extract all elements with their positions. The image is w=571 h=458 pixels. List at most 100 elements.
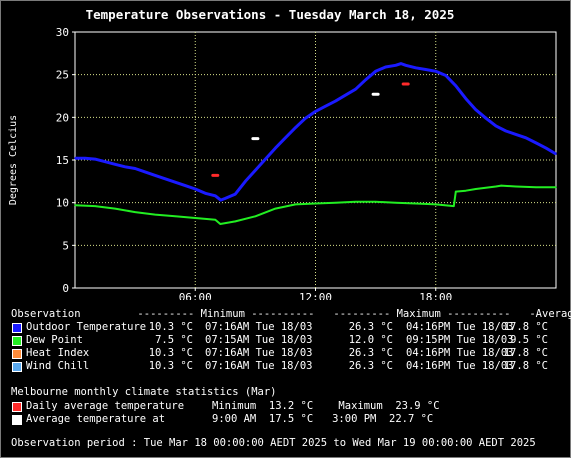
data-point [485,117,487,119]
data-point [475,108,477,111]
data-point [314,202,317,205]
data-point [334,100,337,102]
data-point [284,137,287,139]
data-point [374,70,377,73]
temperature-chart: Temperature Observations - Tuesday March… [8,7,557,300]
data-point [384,66,387,68]
data-point [465,97,467,100]
data-point [304,117,307,119]
average-markers [211,82,410,177]
y-axis-label: Degrees Celcius [8,115,19,205]
legend-swatch [12,362,22,372]
data-point [74,157,76,160]
data-point [394,64,397,67]
data-point [344,94,347,96]
data-point [500,184,503,187]
data-point [414,202,417,205]
y-tick-label: 0 [62,282,69,295]
y-tick-label: 15 [56,154,69,167]
data-point [174,181,177,183]
data-point [254,215,257,218]
average-marker [251,137,260,141]
minimum-value: 10.3 °C [148,321,193,333]
data-point [154,174,156,177]
data-point [219,199,222,201]
data-point [234,220,237,223]
minimum-time: 07:16AM Tue 18/03 [205,347,313,359]
data-point [535,186,537,189]
y-tick-label: 25 [56,69,69,82]
observation-name: Heat Index [26,347,90,359]
data-point [404,64,407,67]
minimum-value: 10.3 °C [148,347,193,359]
data-point [334,201,337,204]
climate-stat-values: Minimum 13.2 °C Maximum 23.9 °C [212,400,440,412]
maximum-time: 04:16PM Tue 18/03 [406,321,514,333]
y-tick-label: 30 [56,26,69,39]
legend-swatch [12,349,22,359]
data-point [254,169,257,172]
data-point [515,133,517,136]
data-point [134,211,136,213]
average-value: 17.8 °C [503,360,548,372]
data-point [434,70,437,73]
data-point [214,218,217,221]
average-marker [401,82,410,86]
minimum-value: 7.5 °C [155,334,193,346]
data-point [184,184,187,187]
stats-header: Observation --------- Minimum ----------… [11,308,571,320]
data-point [555,186,557,189]
y-tick-label: 10 [56,197,69,210]
climate-stat-name: Average temperature at [26,413,166,425]
data-point [234,193,237,195]
data-point [444,74,447,77]
maximum-time: 09:15PM Tue 18/03 [406,334,514,346]
data-point [505,130,507,132]
minimum-time: 07:16AM Tue 18/03 [205,360,313,372]
data-point [124,166,126,168]
data-point [244,180,247,183]
observation-name: Dew Point [26,334,83,346]
data-point [495,125,497,127]
data-point [134,167,136,170]
y-tick-label: 5 [62,239,69,252]
data-point [465,189,467,192]
data-point [144,171,146,173]
data-point [204,192,207,195]
data-point [294,126,297,129]
data-point [454,84,457,87]
data-point [219,223,222,225]
data-point [525,137,527,139]
average-value: 9.5 °C [510,334,548,346]
maximum-time: 04:16PM Tue 18/03 [406,347,514,359]
observation-name: Outdoor Temperature [26,321,147,333]
data-point [535,142,537,144]
data-point [374,201,377,203]
climate-swatch [12,415,22,425]
data-point [274,207,277,210]
data-point [94,205,96,207]
data-point [294,203,297,206]
data-point [354,88,357,90]
series-lines [74,62,557,225]
data-point [194,217,197,219]
data-point [274,147,277,149]
y-tick-label: 20 [56,111,69,124]
climate-stat-name: Daily average temperature [26,400,185,412]
data-point [114,207,116,210]
data-point [94,158,96,160]
data-point [264,158,267,160]
data-point [394,201,397,204]
average-value: 17.8 °C [503,321,548,333]
data-point [414,67,417,69]
maximum-value: 26.3 °C [348,360,393,372]
data-point [164,177,166,180]
maximum-value: 12.0 °C [348,334,393,346]
data-point [74,204,76,207]
data-point [364,78,367,81]
x-tick-label: 18:00 [419,291,452,300]
minimum-value: 10.3 °C [148,360,193,372]
observation-period: Observation period : Tue Mar 18 00:00:00… [11,437,536,449]
data-point [452,205,455,207]
average-marker [371,92,380,96]
